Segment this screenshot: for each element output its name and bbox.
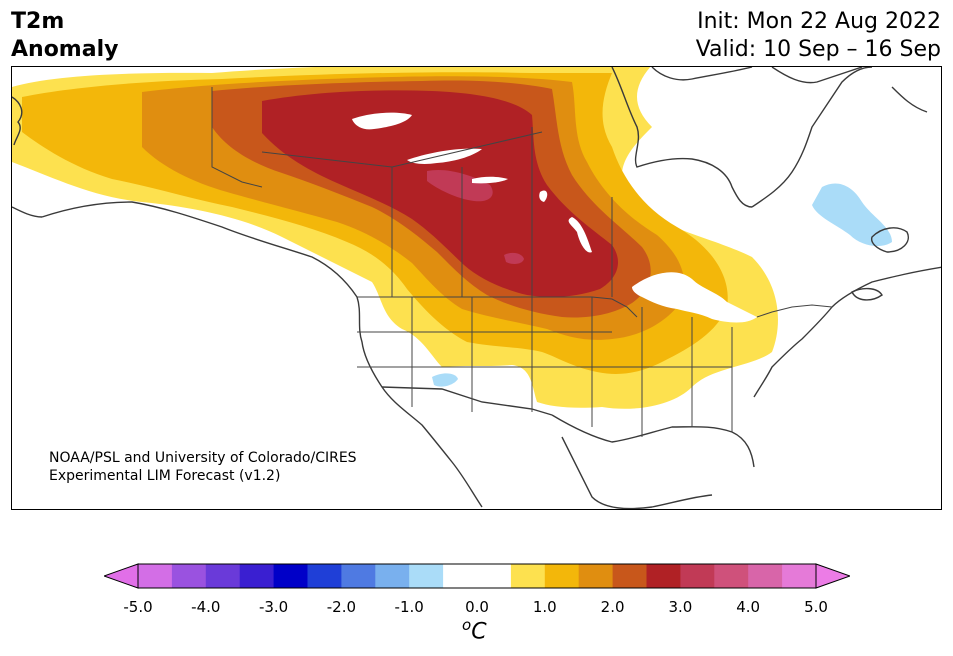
colorbar-tick-label: -3.0 (258, 598, 289, 616)
colorbar-swatch (612, 564, 647, 588)
us-mexico-border (381, 386, 553, 416)
colorbar-under-arrow (104, 563, 139, 589)
newfoundland (870, 227, 909, 253)
us-state-lines (357, 297, 733, 437)
canada-province-lines (261, 127, 613, 297)
colorbar-swatch (138, 564, 173, 588)
hudson-bay (611, 67, 753, 208)
colorbar-tick-label: 1.0 (532, 598, 557, 616)
labrador-coast (751, 67, 873, 208)
lake-winnipeg (568, 217, 592, 253)
colorbar-swatch (409, 564, 444, 588)
anomaly-3.5-contour (427, 169, 493, 202)
colorbar-swatch (782, 564, 817, 588)
anomaly-map (11, 66, 942, 510)
colorbar-tick-label: 2.0 (600, 598, 625, 616)
credit-line1: NOAA/PSL and University of Colorado/CIRE… (49, 450, 357, 466)
colorbar-swatch (443, 564, 478, 588)
colorbar-swatch (341, 564, 376, 588)
alaska-west-coast (12, 96, 43, 218)
colorbar-swatch (239, 564, 275, 588)
coastlines (12, 67, 941, 509)
colorbar-tick-label: -2.0 (326, 598, 357, 616)
arctic-islands (651, 67, 928, 113)
anomaly-neg1-southwest (432, 373, 458, 387)
colorbar-tick-label: 4.0 (736, 598, 761, 616)
colorbar-swatch (307, 564, 342, 588)
great-lakes (632, 272, 757, 323)
anomaly-contours (12, 67, 892, 409)
colorbar-tick-label: -1.0 (394, 598, 424, 616)
lake-great-bear (352, 112, 412, 130)
colorbar-tick-label: -5.0 (123, 598, 153, 616)
colorbar-swatch (510, 564, 546, 588)
pacific-coast (41, 201, 483, 508)
colorbar-tick-label: 5.0 (804, 598, 828, 616)
lake-athabasca (472, 176, 508, 184)
colorbar-swatch (714, 564, 749, 588)
valid-range: Valid: 10 Sep – 16 Sep (695, 37, 941, 62)
colorbar-swatch (748, 564, 783, 588)
title-type: Anomaly (11, 37, 119, 62)
anomaly-3-contour (262, 90, 619, 297)
unit-degree: o (462, 616, 472, 634)
colorbar-tick-label: 3.0 (668, 598, 693, 616)
colorbar-tick-label: -4.0 (191, 598, 221, 616)
colorbar (104, 563, 850, 589)
map-title: T2m Anomaly (11, 8, 118, 64)
us-canada-border-east (756, 304, 833, 318)
anomaly-neg1-east (812, 183, 892, 247)
mexico-gulf (561, 436, 713, 509)
title-variable: T2m (11, 9, 65, 34)
unit-celsius: C (471, 619, 487, 645)
map-canvas (12, 67, 941, 509)
atlantic-coast (753, 266, 941, 398)
lake-great-slave (407, 148, 482, 164)
colorbar-swatch (544, 564, 580, 588)
anomaly-3.5-contour-south (504, 252, 524, 264)
colorbar-swatch (477, 564, 512, 588)
colorbar-frame (137, 563, 817, 589)
colorbar-swatch (646, 564, 681, 588)
nova-scotia (851, 287, 883, 301)
init-date: Init: Mon 22 Aug 2022 (697, 9, 941, 34)
colorbar-swatch (273, 564, 308, 588)
colorbar-swatch (375, 564, 410, 588)
colorbar-swatch (171, 564, 207, 588)
colorbar-unit: oC (462, 616, 487, 644)
colorbar-swatch (578, 564, 614, 588)
colorbar-swatch (205, 564, 241, 588)
credit-line2: Experimental LIM Forecast (v1.2) (49, 468, 281, 484)
colorbar-tick-label: 0.0 (465, 598, 489, 616)
credit-text: NOAA/PSL and University of Colorado/CIRE… (49, 449, 357, 485)
colorbar-swatch (680, 564, 715, 588)
colorbar-over-arrow (815, 563, 850, 589)
lakes (352, 112, 757, 323)
gulf-coast (551, 414, 755, 468)
political-borders (211, 87, 833, 437)
forecast-dates: Init: Mon 22 Aug 2022 Valid: 10 Sep – 16… (696, 8, 941, 64)
lake-winnipegosis (539, 190, 548, 202)
alaska-canada-border (211, 87, 263, 188)
